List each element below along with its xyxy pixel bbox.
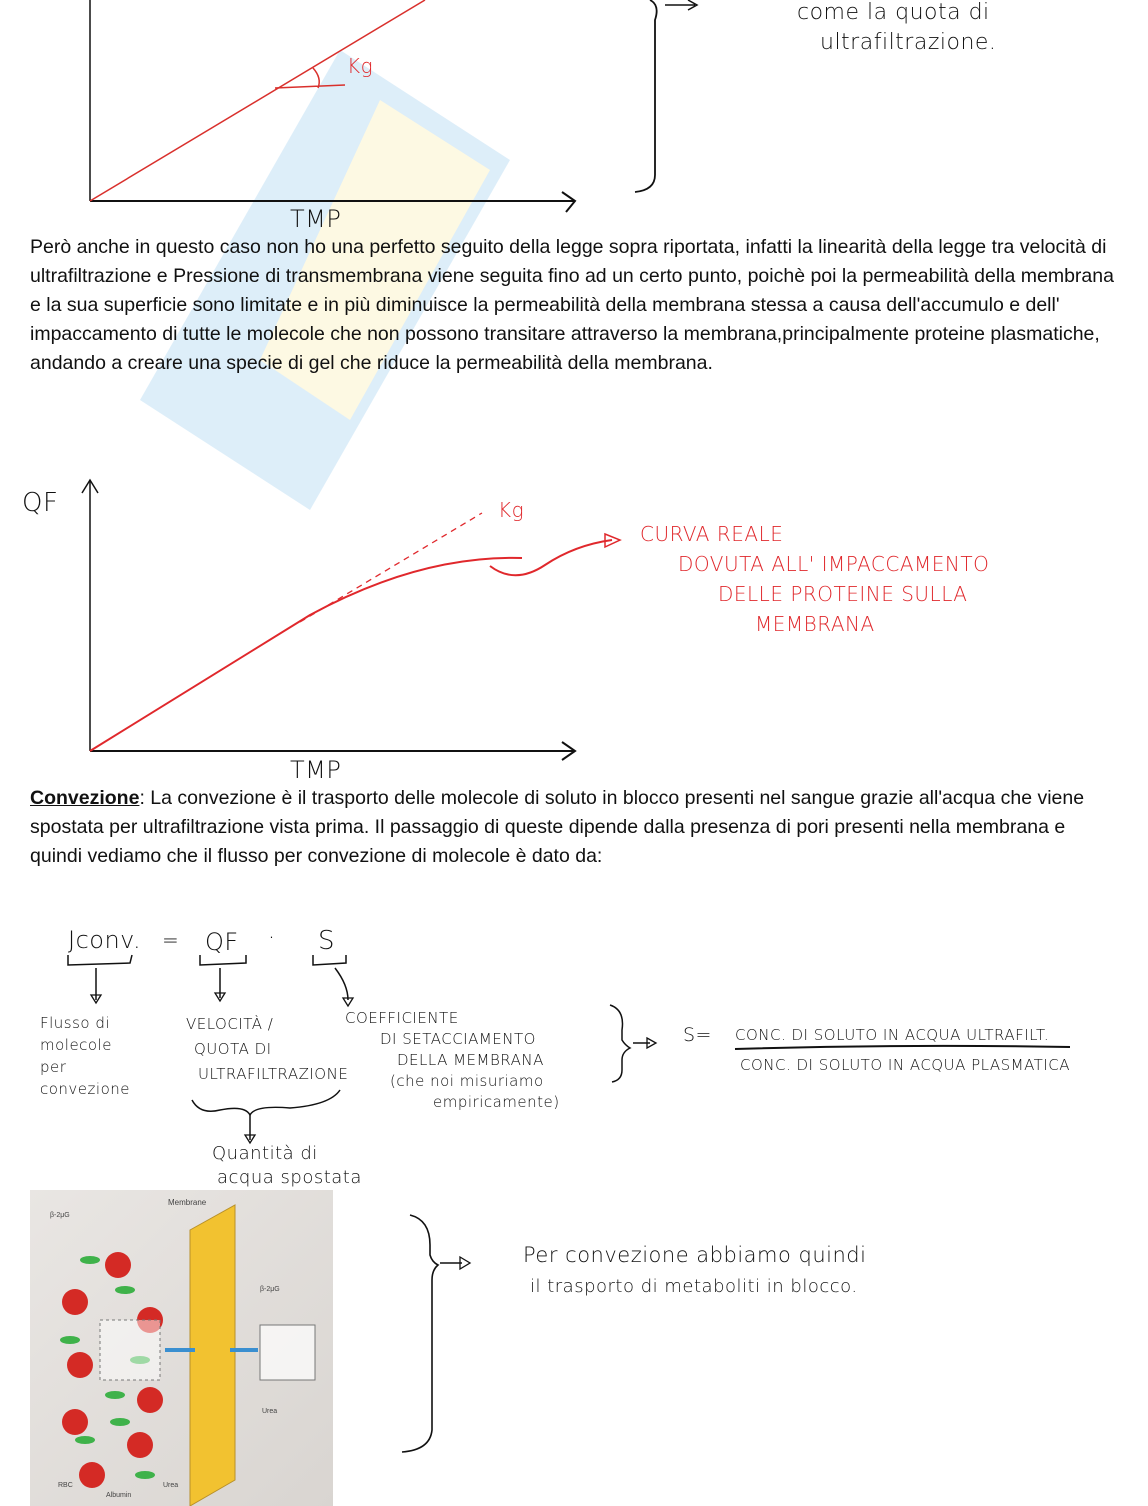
solute-block-left (99, 1319, 161, 1381)
formula-qf: QF (205, 928, 239, 956)
convezione-term: Convezione (30, 787, 140, 809)
label-b2m-left: β-2μG (50, 1212, 70, 1219)
illustration-drawing (60, 1204, 316, 1506)
graph1-brace (634, 0, 658, 193)
graph1-x-arrow (561, 191, 577, 213)
figure-note-line-1: Per convezione abbiamo quindi (523, 1243, 867, 1267)
s-desc-line: COEFFICIENTE (345, 1009, 459, 1027)
graph-1 (89, 0, 699, 213)
s-numerator: CONC. DI SOLUTO IN ACQUA ULTRAFILT. (735, 1026, 1050, 1044)
fraction-line (734, 1044, 1071, 1050)
s-brace (609, 1004, 632, 1083)
formula-equals: = (162, 928, 180, 952)
figure-note-line-2: il trasporto di metaboliti in blocco. (530, 1276, 858, 1297)
paragraph-linearity: Però anche in questo caso non ho una per… (30, 236, 1114, 374)
formula-lhs: Jconv. (68, 926, 142, 954)
lhs-desc-line: molecole (40, 1036, 113, 1054)
label-membrane: Membrane (168, 1198, 207, 1207)
graph1-x-label: TMP (290, 205, 342, 233)
graph2-note-arrow (489, 539, 613, 577)
graph1-slope-mark (274, 67, 346, 89)
arrowhead-icon (459, 1255, 472, 1271)
solute-block-right (259, 1324, 316, 1381)
label-rbc: RBC (58, 1482, 73, 1489)
paragraph-convezione: Convezione: La convezione è il trasporto… (30, 784, 1120, 871)
figure-brace (401, 1214, 440, 1453)
membrane-shape (189, 1204, 236, 1506)
qf-desc-line: QUOTA DI (194, 1040, 272, 1058)
s-definition-label: S= (683, 1024, 712, 1046)
s-description: COEFFICIENTE DI SETACCIAMENTO DELLA MEMB… (345, 1008, 560, 1113)
formula-s: S (318, 926, 336, 956)
convezione-text: : La convezione è il trasporto delle mol… (30, 787, 1085, 867)
formula-diagram (67, 954, 1071, 1145)
qf-note-line: acqua spostata (217, 1167, 362, 1188)
arrowhead-icon (646, 1036, 658, 1050)
arrow-down-icon (341, 997, 355, 1008)
graph2-ideal-line (299, 512, 483, 623)
lhs-desc-line: Flusso di (40, 1014, 111, 1032)
qf-description: VELOCITÀ / QUOTA DI ULTRAFILTRAZIONE (186, 1012, 348, 1087)
s-denominator: CONC. DI SOLUTO IN ACQUA PLASMATICA (740, 1056, 1070, 1074)
qf-brace (191, 1089, 341, 1117)
graph2-note-line-3: DELLE PROTEINE SULLA (718, 582, 968, 606)
lhs-description: Flusso di molecole per convezione (40, 1012, 130, 1100)
s-desc-line: DELLA MEMBRANA (397, 1051, 544, 1069)
graph1-note-line-2: ultrafiltrazione. (820, 30, 997, 55)
lhs-desc-line: per (40, 1058, 67, 1076)
qf-desc-line: ULTRAFILTRAZIONE (198, 1065, 349, 1083)
label-b2m-right: β-2μG (260, 1286, 280, 1293)
graph2-x-label: TMP (290, 756, 342, 784)
arrow-down-icon (89, 994, 103, 1005)
qf-desc-line: VELOCITÀ / (186, 1015, 274, 1033)
graph1-arrow-icon (665, 0, 699, 11)
graph2-real-curve (89, 556, 523, 752)
graph2-note-line-4: MEMBRANA (755, 612, 875, 636)
s-desc-line: DI SETACCIAMENTO (380, 1030, 536, 1048)
qf-note: Quantità di acqua spostata (212, 1142, 362, 1190)
graph1-note-line-1: come la quota di (797, 0, 990, 25)
convection-illustration: Membrane β-2μG β-2μG Urea RBC Albumin Ur… (30, 1190, 333, 1506)
graph2-slope-label: Kg (498, 498, 525, 522)
lhs-desc-line: convezione (40, 1080, 130, 1098)
formula-dot: · (268, 926, 276, 951)
graph-2 (81, 478, 622, 761)
label-albumin: Albumin (106, 1492, 132, 1499)
graph2-note-line-2: DOVUTA ALL' IMPACCAMENTO (678, 552, 990, 576)
graph1-slope-label: Kg (347, 54, 374, 78)
graph2-y-arrow (81, 478, 99, 494)
graph2-arrowhead-icon (604, 532, 622, 549)
graph2-y-label: QF (22, 488, 59, 518)
graph1-line (89, 0, 426, 202)
s-desc-line: (che noi misuriamo (390, 1072, 544, 1090)
graph2-x-arrow (561, 741, 577, 761)
label-urea-right: Urea (262, 1408, 278, 1415)
qf-note-line: Quantità di (212, 1143, 318, 1164)
arrow-down-icon (243, 1134, 257, 1145)
graph2-note-line-1: CURVA REALE (640, 522, 784, 546)
s-desc-line: empiricamente) (433, 1093, 560, 1111)
arrow-down-icon (213, 992, 227, 1003)
label-urea: Urea (163, 1482, 179, 1489)
